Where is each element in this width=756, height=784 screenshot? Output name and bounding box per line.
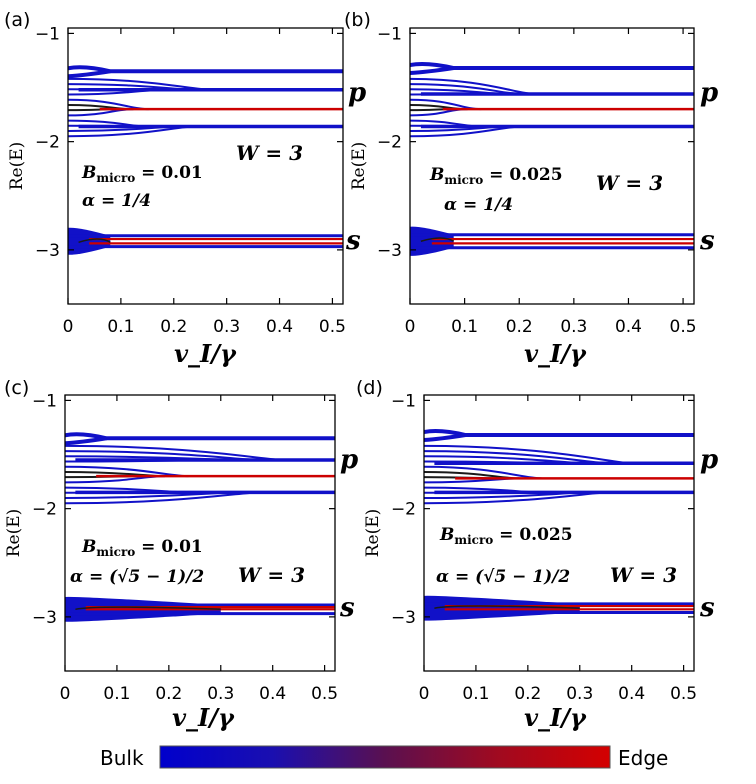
w-annotation: W = 3 bbox=[596, 171, 663, 195]
w-annotation: W = 3 bbox=[236, 141, 303, 165]
b-micro-annotation: Bmicro = 0.01 bbox=[81, 537, 203, 559]
plot-area bbox=[65, 432, 335, 622]
w-annotation: W = 3 bbox=[610, 563, 677, 587]
axes-frame bbox=[64, 394, 336, 672]
panel-label: (b) bbox=[344, 9, 371, 31]
axes-frame bbox=[423, 394, 695, 672]
x-tick-label: 0.2 bbox=[506, 317, 533, 337]
s-mid-curve bbox=[420, 237, 455, 242]
b-micro-annotation-text: Bmicro = 0.01 bbox=[81, 537, 203, 559]
x-tick-label: 0.1 bbox=[107, 317, 134, 337]
x-axis-label: v_I/γ bbox=[524, 703, 587, 732]
panel-b: 0 0.1 0.2 0.3 0.4 0.5 −1 −2 −3 (b) Re(E) v_I/γ p s Bmi… bbox=[344, 9, 718, 368]
x-tick-label: 0.1 bbox=[451, 317, 478, 337]
x-tick-label: 0.1 bbox=[103, 684, 130, 704]
x-tick-label: 0.2 bbox=[514, 684, 541, 704]
alpha-annotation: α = 1/4 bbox=[444, 195, 513, 215]
x-tick-label: 0.4 bbox=[618, 684, 645, 704]
x-tick-label: 0.3 bbox=[566, 684, 593, 704]
y-axis-label: Re(E) bbox=[7, 142, 27, 191]
b-micro-annotation-text: Bmicro = 0.01 bbox=[81, 163, 203, 185]
x-tick-label: 0.4 bbox=[259, 684, 286, 704]
y-tick-label: −3 bbox=[377, 241, 402, 261]
x-tick-label: 0.2 bbox=[155, 684, 182, 704]
s-band-label: s bbox=[699, 593, 715, 623]
y-tick-label: −3 bbox=[32, 608, 57, 628]
x-axis-label: v_I/γ bbox=[172, 703, 235, 732]
b-micro-annotation-text: Bmicro = 0.025 bbox=[429, 165, 563, 187]
y-axis-label: Re(E) bbox=[349, 142, 369, 191]
x-tick-label: 0.1 bbox=[462, 684, 489, 704]
panel-label: (c) bbox=[4, 377, 29, 399]
panel-c: 0 0.1 0.2 0.3 0.4 0.5 −1 −2 −3 (c) Re(E) v_I/γ p s Bmi… bbox=[4, 377, 358, 732]
y-tick-label: −1 bbox=[35, 24, 60, 44]
b-micro-annotation: Bmicro = 0.025 bbox=[429, 165, 563, 187]
s-mid-curve bbox=[75, 606, 221, 611]
x-tick-label: 0 bbox=[63, 317, 74, 337]
p-band-label: p bbox=[340, 445, 358, 475]
panel-label: (d) bbox=[356, 377, 383, 399]
x-tick-label: 0.5 bbox=[311, 684, 338, 704]
x-tick-label: 0.3 bbox=[207, 684, 234, 704]
plot-area bbox=[68, 65, 343, 255]
x-tick-label: 0.5 bbox=[670, 684, 697, 704]
x-tick-label: 0.5 bbox=[670, 317, 697, 337]
y-tick-label: −1 bbox=[32, 391, 57, 411]
colorbar-gradient bbox=[159, 745, 611, 769]
y-tick-label: −2 bbox=[32, 500, 57, 520]
b-micro-annotation-text: Bmicro = 0.025 bbox=[439, 525, 573, 547]
x-tick-label: 0.2 bbox=[160, 317, 187, 337]
panel-label: (a) bbox=[4, 9, 30, 31]
y-tick-label: −2 bbox=[391, 500, 416, 520]
y-axis-label: Re(E) bbox=[4, 509, 24, 558]
alpha-annotation: α = (√5 − 1)/2 bbox=[436, 567, 570, 587]
x-tick-label: 0 bbox=[405, 317, 416, 337]
x-tick-label: 0.4 bbox=[266, 317, 293, 337]
top-band-lower-line bbox=[68, 69, 111, 79]
axes-frame bbox=[67, 27, 344, 305]
x-tick-label: 0 bbox=[60, 684, 71, 704]
colorbar-left-label: Bulk bbox=[100, 746, 144, 770]
s-band-label: s bbox=[339, 593, 355, 623]
s-band-label: s bbox=[345, 226, 361, 256]
p-band-label: p bbox=[700, 78, 718, 108]
s-band-blob bbox=[410, 226, 454, 256]
w-annotation: W = 3 bbox=[238, 563, 305, 587]
y-tick-label: −3 bbox=[391, 608, 416, 628]
alpha-annotation: α = 1/4 bbox=[82, 191, 151, 211]
p-band-label: p bbox=[700, 445, 718, 475]
s-mid-curve bbox=[78, 238, 111, 244]
colorbar-right-label: Edge bbox=[618, 746, 668, 770]
y-tick-label: −1 bbox=[377, 24, 402, 44]
top-band-lower-line bbox=[410, 66, 454, 76]
y-tick-label: −2 bbox=[377, 133, 402, 153]
x-tick-label: 0.3 bbox=[560, 317, 587, 337]
y-tick-label: −1 bbox=[391, 391, 416, 411]
alpha-annotation: α = (√5 − 1)/2 bbox=[70, 567, 204, 587]
p-band-label: p bbox=[348, 78, 366, 108]
b-micro-annotation: Bmicro = 0.01 bbox=[81, 163, 203, 185]
s-band-blob bbox=[68, 227, 111, 255]
x-tick-label: 0 bbox=[419, 684, 430, 704]
plot-area bbox=[410, 62, 694, 256]
s-mid-curve bbox=[434, 605, 580, 609]
panel-d: 0 0.1 0.2 0.3 0.4 0.5 −1 −2 −3 (d) Re(E) v_I/γ p s Bmi… bbox=[356, 377, 718, 732]
x-tick-label: 0.5 bbox=[319, 317, 346, 337]
s-band-label: s bbox=[699, 226, 715, 256]
y-tick-label: −3 bbox=[35, 241, 60, 261]
top-band-lower-line bbox=[424, 433, 466, 443]
x-tick-label: 0.4 bbox=[615, 317, 642, 337]
b-micro-annotation: Bmicro = 0.025 bbox=[439, 525, 573, 547]
x-axis-label: v_I/γ bbox=[174, 339, 237, 368]
y-axis-label: Re(E) bbox=[363, 509, 383, 558]
x-tick-label: 0.3 bbox=[213, 317, 240, 337]
axes-frame bbox=[409, 27, 695, 305]
x-axis-label: v_I/γ bbox=[524, 339, 587, 368]
panel-a: 0 0.1 0.2 0.3 0.4 0.5 −1 −2 −3 (a) Re(E) v_I/γ p s Bmi… bbox=[4, 9, 366, 368]
colorbar: Bulk Edge bbox=[100, 745, 668, 770]
plot-area bbox=[424, 429, 694, 621]
y-tick-label: −2 bbox=[35, 133, 60, 153]
top-band-lower-line bbox=[65, 436, 107, 446]
